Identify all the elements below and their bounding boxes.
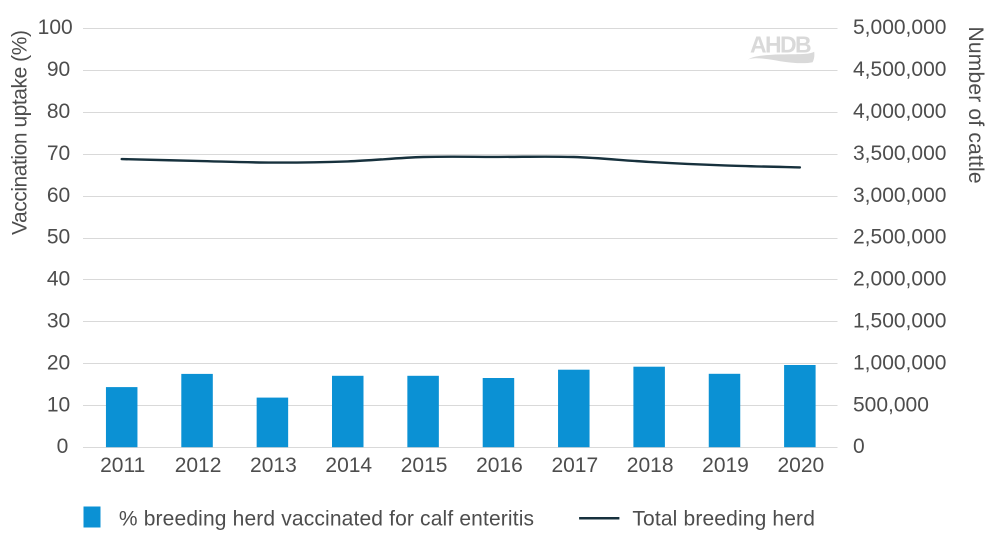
- svg-text:10: 10: [47, 393, 70, 416]
- svg-text:2014: 2014: [325, 454, 372, 477]
- svg-text:30: 30: [47, 310, 70, 333]
- svg-text:% breeding herd vaccinated for: % breeding herd vaccinated for calf ente…: [119, 508, 534, 531]
- svg-text:60: 60: [47, 184, 70, 207]
- svg-text:Number of cattle: Number of cattle: [964, 27, 987, 184]
- svg-text:20: 20: [47, 351, 70, 374]
- svg-text:1,500,000: 1,500,000: [853, 310, 946, 333]
- svg-text:3,500,000: 3,500,000: [853, 142, 946, 165]
- svg-text:50: 50: [47, 226, 70, 249]
- svg-text:2017: 2017: [551, 454, 598, 477]
- svg-text:5,000,000: 5,000,000: [853, 16, 946, 39]
- svg-text:2013: 2013: [250, 454, 297, 477]
- svg-text:2015: 2015: [401, 454, 448, 477]
- svg-text:0: 0: [853, 435, 865, 458]
- svg-text:2,000,000: 2,000,000: [853, 268, 946, 291]
- svg-text:0: 0: [57, 435, 69, 458]
- svg-text:4,500,000: 4,500,000: [853, 58, 946, 81]
- svg-text:100: 100: [38, 16, 73, 39]
- svg-text:Total breeding herd: Total breeding herd: [632, 508, 815, 531]
- svg-text:2012: 2012: [175, 454, 222, 477]
- svg-text:3,000,000: 3,000,000: [853, 184, 946, 207]
- svg-text:Vaccination uptake (%): Vaccination uptake (%): [9, 31, 32, 236]
- svg-text:1,000,000: 1,000,000: [853, 351, 946, 374]
- svg-text:2,500,000: 2,500,000: [853, 226, 946, 249]
- svg-text:4,000,000: 4,000,000: [853, 100, 946, 123]
- svg-text:500,000: 500,000: [853, 393, 929, 416]
- svg-text:2020: 2020: [777, 454, 824, 477]
- svg-text:2018: 2018: [627, 454, 674, 477]
- svg-text:90: 90: [47, 58, 70, 81]
- svg-text:AHDB: AHDB: [750, 31, 811, 57]
- svg-text:70: 70: [47, 142, 70, 165]
- svg-text:40: 40: [47, 268, 70, 291]
- svg-text:2011: 2011: [100, 454, 145, 477]
- svg-text:2019: 2019: [702, 454, 749, 477]
- svg-text:2016: 2016: [476, 454, 523, 477]
- svg-text:80: 80: [47, 100, 70, 123]
